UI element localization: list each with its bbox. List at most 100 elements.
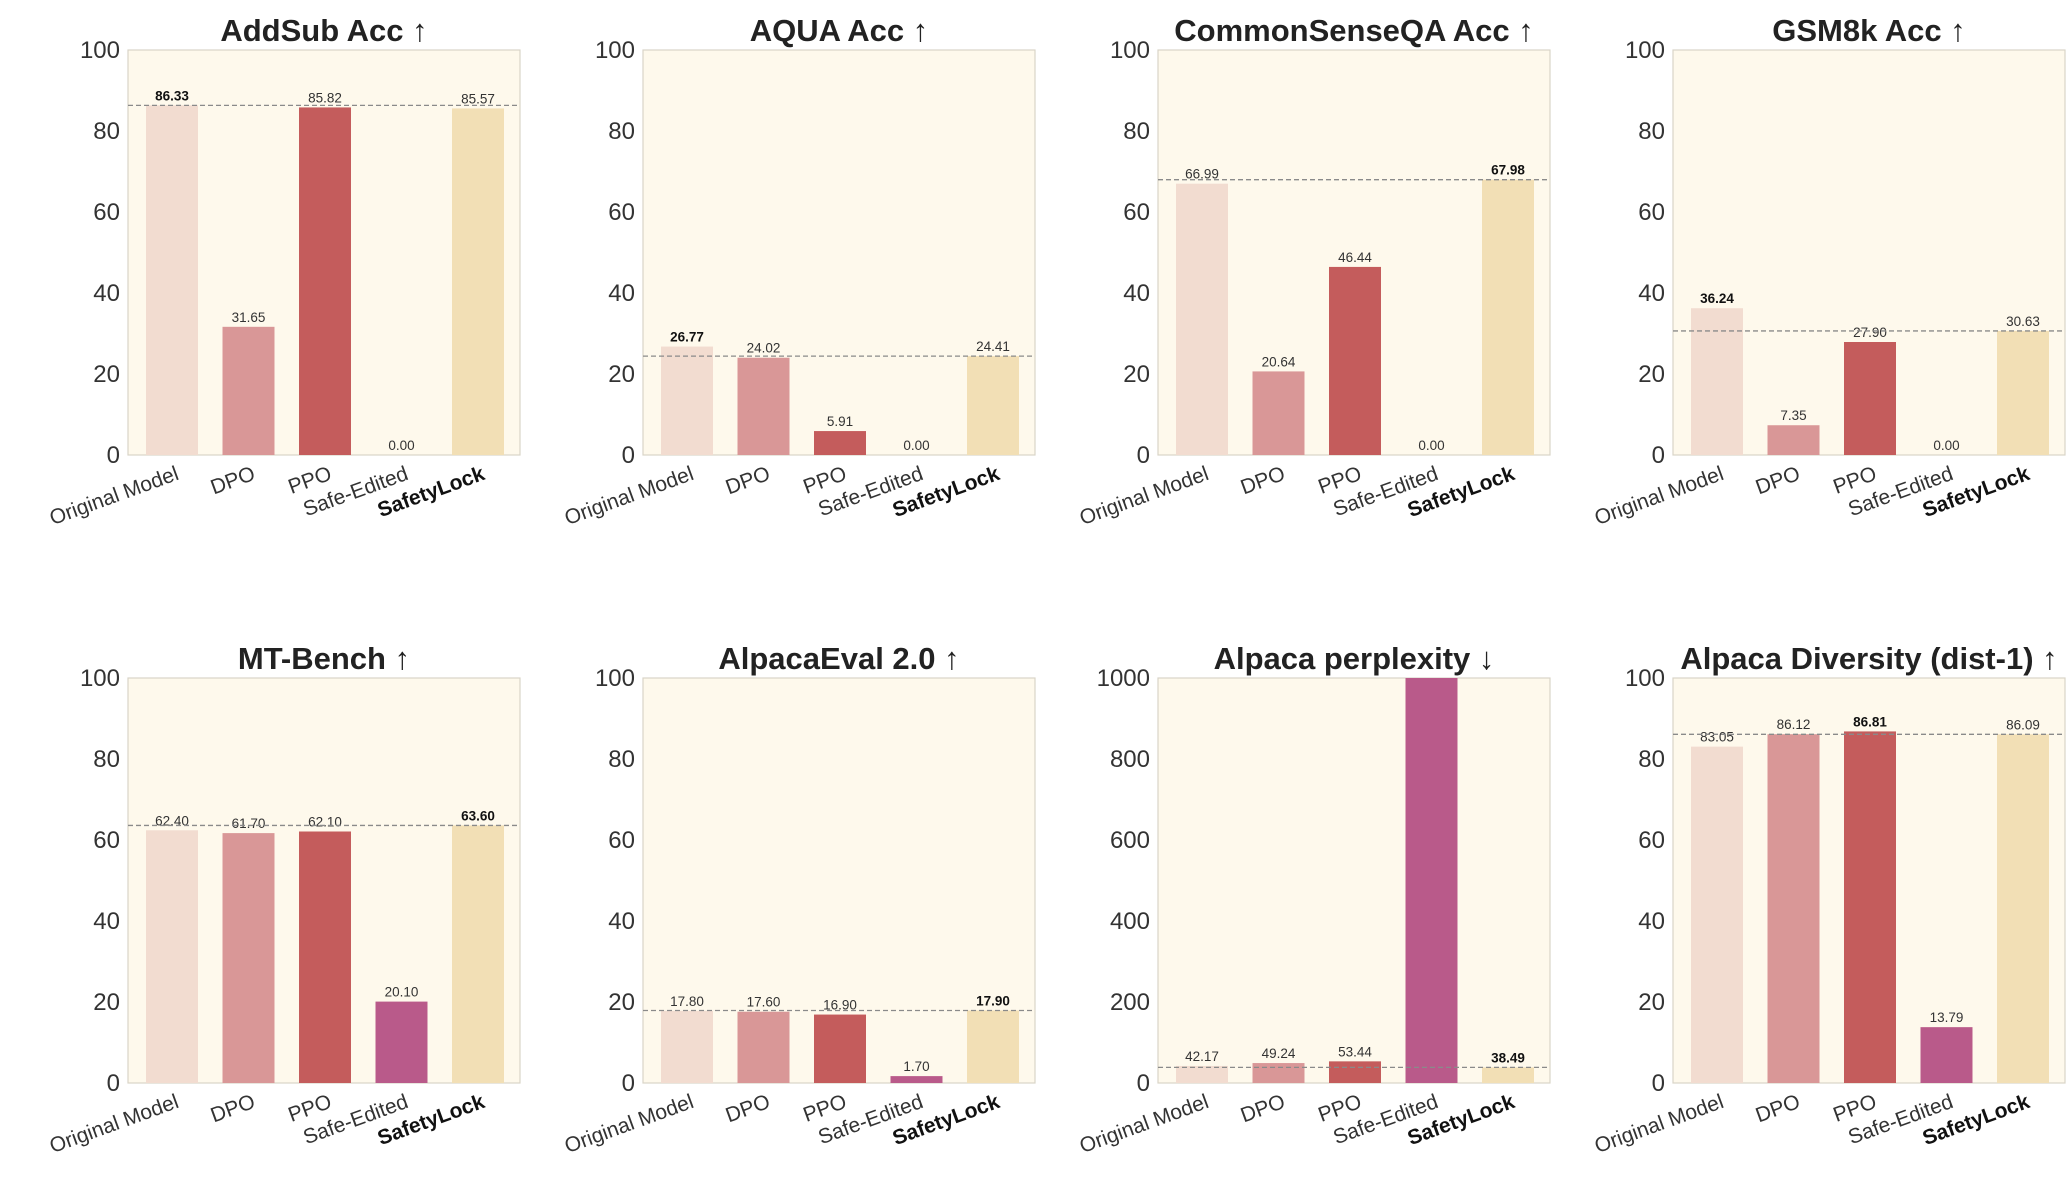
y-tick-label: 60 [608,827,635,854]
y-tick-label: 60 [93,199,120,226]
chart-title: CommonSenseQA Acc ↑ [1174,13,1533,48]
plot-area [1157,677,1551,1084]
y-tick-label: 20 [93,361,120,388]
chart-svg: Alpaca Diversity (dist-1) ↑ 0 20 40 60 80 100 8… [1592,641,2066,1158]
chart-addsub-acc: AddSub Acc ↑ 0 20 40 60 80 100 86.33 Original Mo… [18,0,560,565]
y-tick-label: 0 [1137,1070,1150,1097]
x-tick-label: DPO [1238,462,1289,499]
bar-safe-edited [890,1076,943,1083]
y-tick-label: 1000 [1097,665,1150,692]
bar-dpo [1767,734,1820,1083]
bar-original-model [1176,183,1228,456]
bar-ppo [299,831,351,1083]
bar-dpo [222,833,275,1083]
bar-ppo [1844,731,1896,1083]
y-tick-label: 0 [1137,442,1150,469]
bar-dpo [737,357,790,455]
data-label: 17.60 [747,995,781,1010]
chart-svg: Alpaca perplexity ↓ 0 200 400 600 800 1000 42.1… [1077,641,1551,1158]
y-tick-label: 40 [1638,280,1665,307]
bar-original-model [1691,308,1743,455]
data-label: 27.90 [1853,325,1887,340]
bar-safetylock [1997,734,2049,1083]
data-label: 86.81 [1853,714,1887,729]
y-tick-label: 60 [1123,199,1150,226]
y-tick-label: 40 [1638,908,1665,935]
data-label: 86.09 [2006,717,2040,732]
x-tick-label: DPO [1753,1090,1804,1127]
data-label: 17.90 [976,994,1010,1009]
x-tick-label: Original Model [562,1090,697,1158]
data-label: 24.41 [976,339,1010,354]
y-tick-label: 80 [93,746,120,773]
x-tick-label: Original Model [1592,1090,1727,1158]
data-label: 85.82 [308,90,342,105]
data-label: 85.57 [461,91,495,106]
chart-title: Alpaca Diversity (dist-1) ↑ [1680,641,2057,676]
bar-dpo [222,326,275,455]
y-tick-label: 40 [1123,280,1150,307]
chart-svg: AlpacaEval 2.0 ↑ 0 20 40 60 80 100 17.80 Origina… [562,641,1036,1158]
data-label: 53.44 [1338,1044,1372,1059]
y-tick-label: 100 [80,665,120,692]
data-label: 30.63 [2006,314,2040,329]
data-label: 66.99 [1185,167,1219,182]
bar-ppo [814,1014,866,1083]
chart-title: AddSub Acc ↑ [220,13,427,48]
chart-title: AlpacaEval 2.0 ↑ [718,641,959,676]
y-tick-label: 0 [107,1070,120,1097]
y-tick-label: 100 [1110,37,1150,64]
y-tick-label: 80 [1638,746,1665,773]
data-label: 1.70 [903,1059,929,1074]
bar-ppo [299,107,351,455]
y-tick-label: 100 [1625,37,1665,64]
chart-title: MT-Bench ↑ [238,641,410,676]
y-tick-label: 20 [93,989,120,1016]
data-label: 63.60 [461,808,495,823]
x-tick-label: Original Model [562,462,697,530]
y-tick-label: 0 [1652,1070,1665,1097]
bar-safetylock [452,108,504,455]
bar-safetylock [452,825,504,1083]
bar-safetylock [967,1010,1019,1083]
x-tick-label: DPO [723,1090,774,1127]
y-tick-label: 80 [608,118,635,145]
x-tick-label: DPO [208,462,259,499]
y-tick-label: 40 [608,280,635,307]
y-tick-label: 80 [1123,118,1150,145]
y-tick-label: 40 [93,908,120,935]
bar-dpo [1767,425,1820,455]
bar-safetylock [1482,179,1534,455]
y-tick-label: 60 [1638,199,1665,226]
x-tick-label: Original Model [47,1090,182,1158]
bar-original-model [146,105,198,456]
x-tick-label: DPO [208,1090,259,1127]
bar-safetylock [967,356,1019,455]
chart-title: GSM8k Acc ↑ [1772,13,1966,48]
y-tick-label: 100 [595,665,635,692]
bar-ppo [1329,1061,1381,1083]
bar-safe-edited [1920,1027,1973,1083]
bar-dpo [1252,1063,1305,1083]
bar-original-model [1176,1065,1228,1083]
chart-svg: AddSub Acc ↑ 0 20 40 60 80 100 86.33 Original Mo… [47,13,521,530]
y-tick-label: 20 [1638,361,1665,388]
chart-svg: CommonSenseQA Acc ↑ 0 20 40 60 80 100 66.99 Orig… [1077,13,1551,530]
y-tick-label: 80 [608,746,635,773]
data-label: 62.10 [308,814,342,829]
data-label: 0.00 [388,438,414,453]
data-label: 49.24 [1262,1046,1296,1061]
data-label: 26.77 [670,330,704,345]
y-tick-label: 400 [1110,908,1150,935]
data-label: 0.00 [903,438,929,453]
data-label: 36.24 [1700,291,1734,306]
bar-original-model [146,830,198,1083]
data-label: 46.44 [1338,250,1372,265]
y-tick-label: 40 [608,908,635,935]
data-label: 86.12 [1777,717,1811,732]
chart-svg: GSM8k Acc ↑ 0 20 40 60 80 100 36.24 Original Mod… [1592,13,2066,530]
bar-dpo [1252,371,1305,455]
data-label: 7.35 [1780,408,1806,423]
y-tick-label: 0 [622,442,635,469]
x-tick-label: DPO [723,462,774,499]
